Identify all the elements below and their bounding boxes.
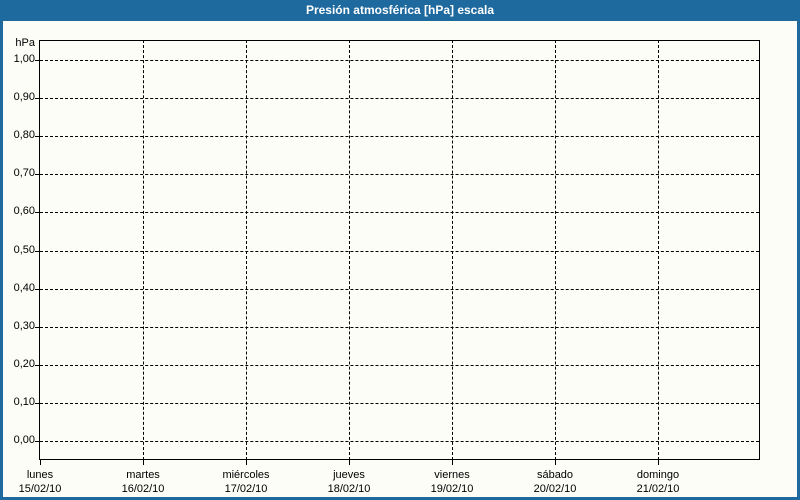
y-axis-tick — [35, 441, 39, 442]
x-date-label: 15/02/10 — [18, 483, 62, 495]
h-gridline — [40, 250, 759, 252]
x-date-label: 16/02/10 — [121, 483, 165, 495]
v-gridline — [555, 40, 556, 460]
y-tick-label: 0,40 — [13, 281, 35, 294]
y-axis-tick — [35, 288, 39, 290]
y-axis-tick — [35, 402, 39, 404]
h-gridline — [40, 136, 759, 138]
x-axis-tick — [246, 460, 247, 465]
x-date-label: 20/02/10 — [533, 483, 577, 495]
plot-area — [39, 40, 760, 460]
h-gridline — [40, 364, 759, 366]
h-gridline — [40, 212, 759, 214]
x-day-label: domingo — [636, 469, 680, 481]
x-axis-tick — [452, 460, 453, 465]
y-axis-tick — [35, 60, 39, 61]
y-tick-label: 0,70 — [13, 167, 35, 180]
h-gridline — [40, 174, 759, 176]
y-axis-tick — [35, 364, 39, 366]
x-axis-tick — [349, 460, 350, 465]
y-axis-tick — [35, 174, 39, 176]
y-axis-tick — [35, 326, 39, 328]
x-axis-tick — [658, 460, 659, 465]
x-date-label: 18/02/10 — [327, 483, 371, 495]
v-gridline — [143, 40, 144, 460]
y-tick-label: 0,10 — [13, 395, 35, 408]
v-gridline — [452, 40, 453, 460]
y-axis-unit-label: hPa — [15, 37, 35, 49]
chart-title-bar: Presión atmosférica [hPa] escala — [3, 0, 797, 21]
y-tick-label: 0,20 — [13, 357, 35, 370]
x-axis-tick — [143, 460, 144, 465]
chart-title: Presión atmosférica [hPa] escala — [305, 3, 495, 17]
y-axis-tick — [35, 250, 39, 252]
x-date-label: 19/02/10 — [430, 483, 474, 495]
h-gridline — [40, 98, 759, 100]
y-tick-label: 0,00 — [13, 434, 35, 446]
y-tick-label: 0,50 — [13, 243, 35, 256]
y-tick-label: 0,90 — [13, 91, 35, 104]
h-gridline — [40, 288, 759, 290]
x-day-label: miércoles — [222, 469, 270, 481]
x-day-label: jueves — [333, 469, 365, 481]
x-day-label: viernes — [434, 469, 470, 481]
x-day-label: martes — [126, 469, 160, 481]
h-gridline — [40, 60, 759, 61]
x-date-label: 17/02/10 — [224, 483, 268, 495]
v-gridline — [658, 40, 659, 460]
y-tick-label: 1,00 — [13, 53, 35, 65]
x-day-label: sábado — [536, 469, 574, 481]
y-axis-tick — [35, 212, 39, 214]
x-day-label: lunes — [26, 469, 54, 481]
x-date-label: 21/02/10 — [636, 483, 680, 495]
h-gridline — [40, 326, 759, 328]
v-gridline — [246, 40, 247, 460]
y-tick-label: 0,60 — [13, 205, 35, 218]
h-gridline — [40, 441, 759, 442]
h-gridline — [40, 402, 759, 404]
y-axis-tick — [35, 98, 39, 100]
y-tick-label: 0,80 — [13, 129, 35, 142]
v-gridline — [349, 40, 350, 460]
x-axis-tick — [555, 460, 556, 465]
y-tick-label: 0,30 — [13, 319, 35, 332]
x-axis-tick — [40, 460, 41, 465]
y-axis-tick — [35, 136, 39, 138]
